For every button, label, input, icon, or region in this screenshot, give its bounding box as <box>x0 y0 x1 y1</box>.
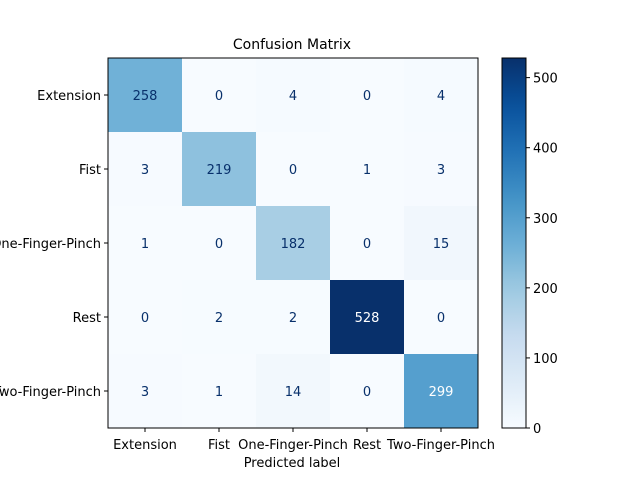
cell-value-label: 3 <box>141 385 149 400</box>
heatmap-cell <box>108 280 183 355</box>
colorbar-tick-label: 100 <box>533 352 558 367</box>
cell-value-label: 1 <box>215 385 223 400</box>
colorbar-tick-label: 0 <box>533 422 541 437</box>
heatmap-cell <box>256 280 331 355</box>
heatmap-cell <box>182 354 257 429</box>
heatmap-cell <box>108 206 183 281</box>
colorbar <box>501 57 527 429</box>
cell-value-label: 2 <box>215 311 223 326</box>
cell-value-label: 182 <box>281 237 306 252</box>
y-tick-label: Two-Finger-Pinch <box>0 385 101 400</box>
x-tick-label: Fist <box>208 438 230 453</box>
cell-value-label: 4 <box>437 89 445 104</box>
y-axis-ticks: Extension Fist One-Finger-Pinch Rest Two-Fin… <box>0 89 108 400</box>
cell-value-label: 0 <box>215 89 223 104</box>
heatmap-cell <box>108 354 183 429</box>
cell-value-label: 0 <box>215 237 223 252</box>
cell-value-label: 0 <box>363 89 371 104</box>
cell-value-label: 4 <box>289 89 297 104</box>
heatmap-cell <box>182 280 257 355</box>
x-tick-label: Two-Finger-Pinch <box>386 438 495 453</box>
heatmap-cell <box>330 354 405 429</box>
heatmap-cell <box>256 206 331 281</box>
cell-value-label: 1 <box>141 237 149 252</box>
x-tick-label: Rest <box>353 438 381 453</box>
heatmap-cell <box>404 58 479 133</box>
cell-value-label: 258 <box>133 89 158 104</box>
heatmap-cell <box>404 354 479 429</box>
heatmap-cell <box>256 58 331 133</box>
cell-value-label: 2 <box>289 311 297 326</box>
heatmap-cells <box>108 58 479 429</box>
colorbar-ticks: 0 100 200 300 400 500 <box>526 72 558 437</box>
chart-title: Confusion Matrix <box>233 37 351 53</box>
heatmap-cell <box>330 280 405 355</box>
heatmap-cell <box>330 132 405 207</box>
heatmap-cell <box>108 132 183 207</box>
cell-value-label: 299 <box>429 385 454 400</box>
x-axis-label: Predicted label <box>244 456 341 471</box>
colorbar-tick-label: 400 <box>533 142 558 157</box>
colorbar-tick-label: 200 <box>533 282 558 297</box>
cell-value-label: 15 <box>433 237 450 252</box>
colorbar-tick-label: 500 <box>533 72 558 87</box>
cell-value-label: 3 <box>141 163 149 178</box>
heatmap-cell <box>182 58 257 133</box>
y-tick-label: One-Finger-Pinch <box>0 237 101 252</box>
cell-value-label: 0 <box>437 311 445 326</box>
heatmap-cell <box>108 58 183 133</box>
cell-value-label: 0 <box>363 237 371 252</box>
cell-value-label: 3 <box>437 163 445 178</box>
heatmap-cell <box>404 206 479 281</box>
y-tick-label: Fist <box>79 163 101 178</box>
cell-value-label: 0 <box>141 311 149 326</box>
x-axis-ticks: Extension Fist One-Finger-Pinch Rest Two-Fin… <box>113 428 495 453</box>
x-tick-label: One-Finger-Pinch <box>238 438 348 453</box>
x-tick-label: Extension <box>113 438 177 453</box>
heatmap-cell <box>404 132 479 207</box>
cell-value-label: 0 <box>363 385 371 400</box>
heatmap-cell <box>256 354 331 429</box>
cell-value-label: 1 <box>363 163 371 178</box>
heatmap-cell <box>330 58 405 133</box>
heatmap-cell <box>256 132 331 207</box>
heatmap-cell-labels: 258 0 4 0 4 3 219 0 1 3 1 0 182 0 15 0 2 2 528 0 3 1 14 0 299 <box>133 89 454 400</box>
heatmap-cell <box>330 206 405 281</box>
cell-value-label: 219 <box>207 163 232 178</box>
cell-value-label: 14 <box>285 385 302 400</box>
colorbar-tick-label: 300 <box>533 212 558 227</box>
cell-value-label: 0 <box>289 163 297 178</box>
cell-value-label: 528 <box>355 311 380 326</box>
y-tick-label: Extension <box>37 89 101 104</box>
y-tick-label: Rest <box>73 311 101 326</box>
heatmap-cell <box>182 132 257 207</box>
heatmap-cell <box>182 206 257 281</box>
heatmap-cell <box>404 280 479 355</box>
